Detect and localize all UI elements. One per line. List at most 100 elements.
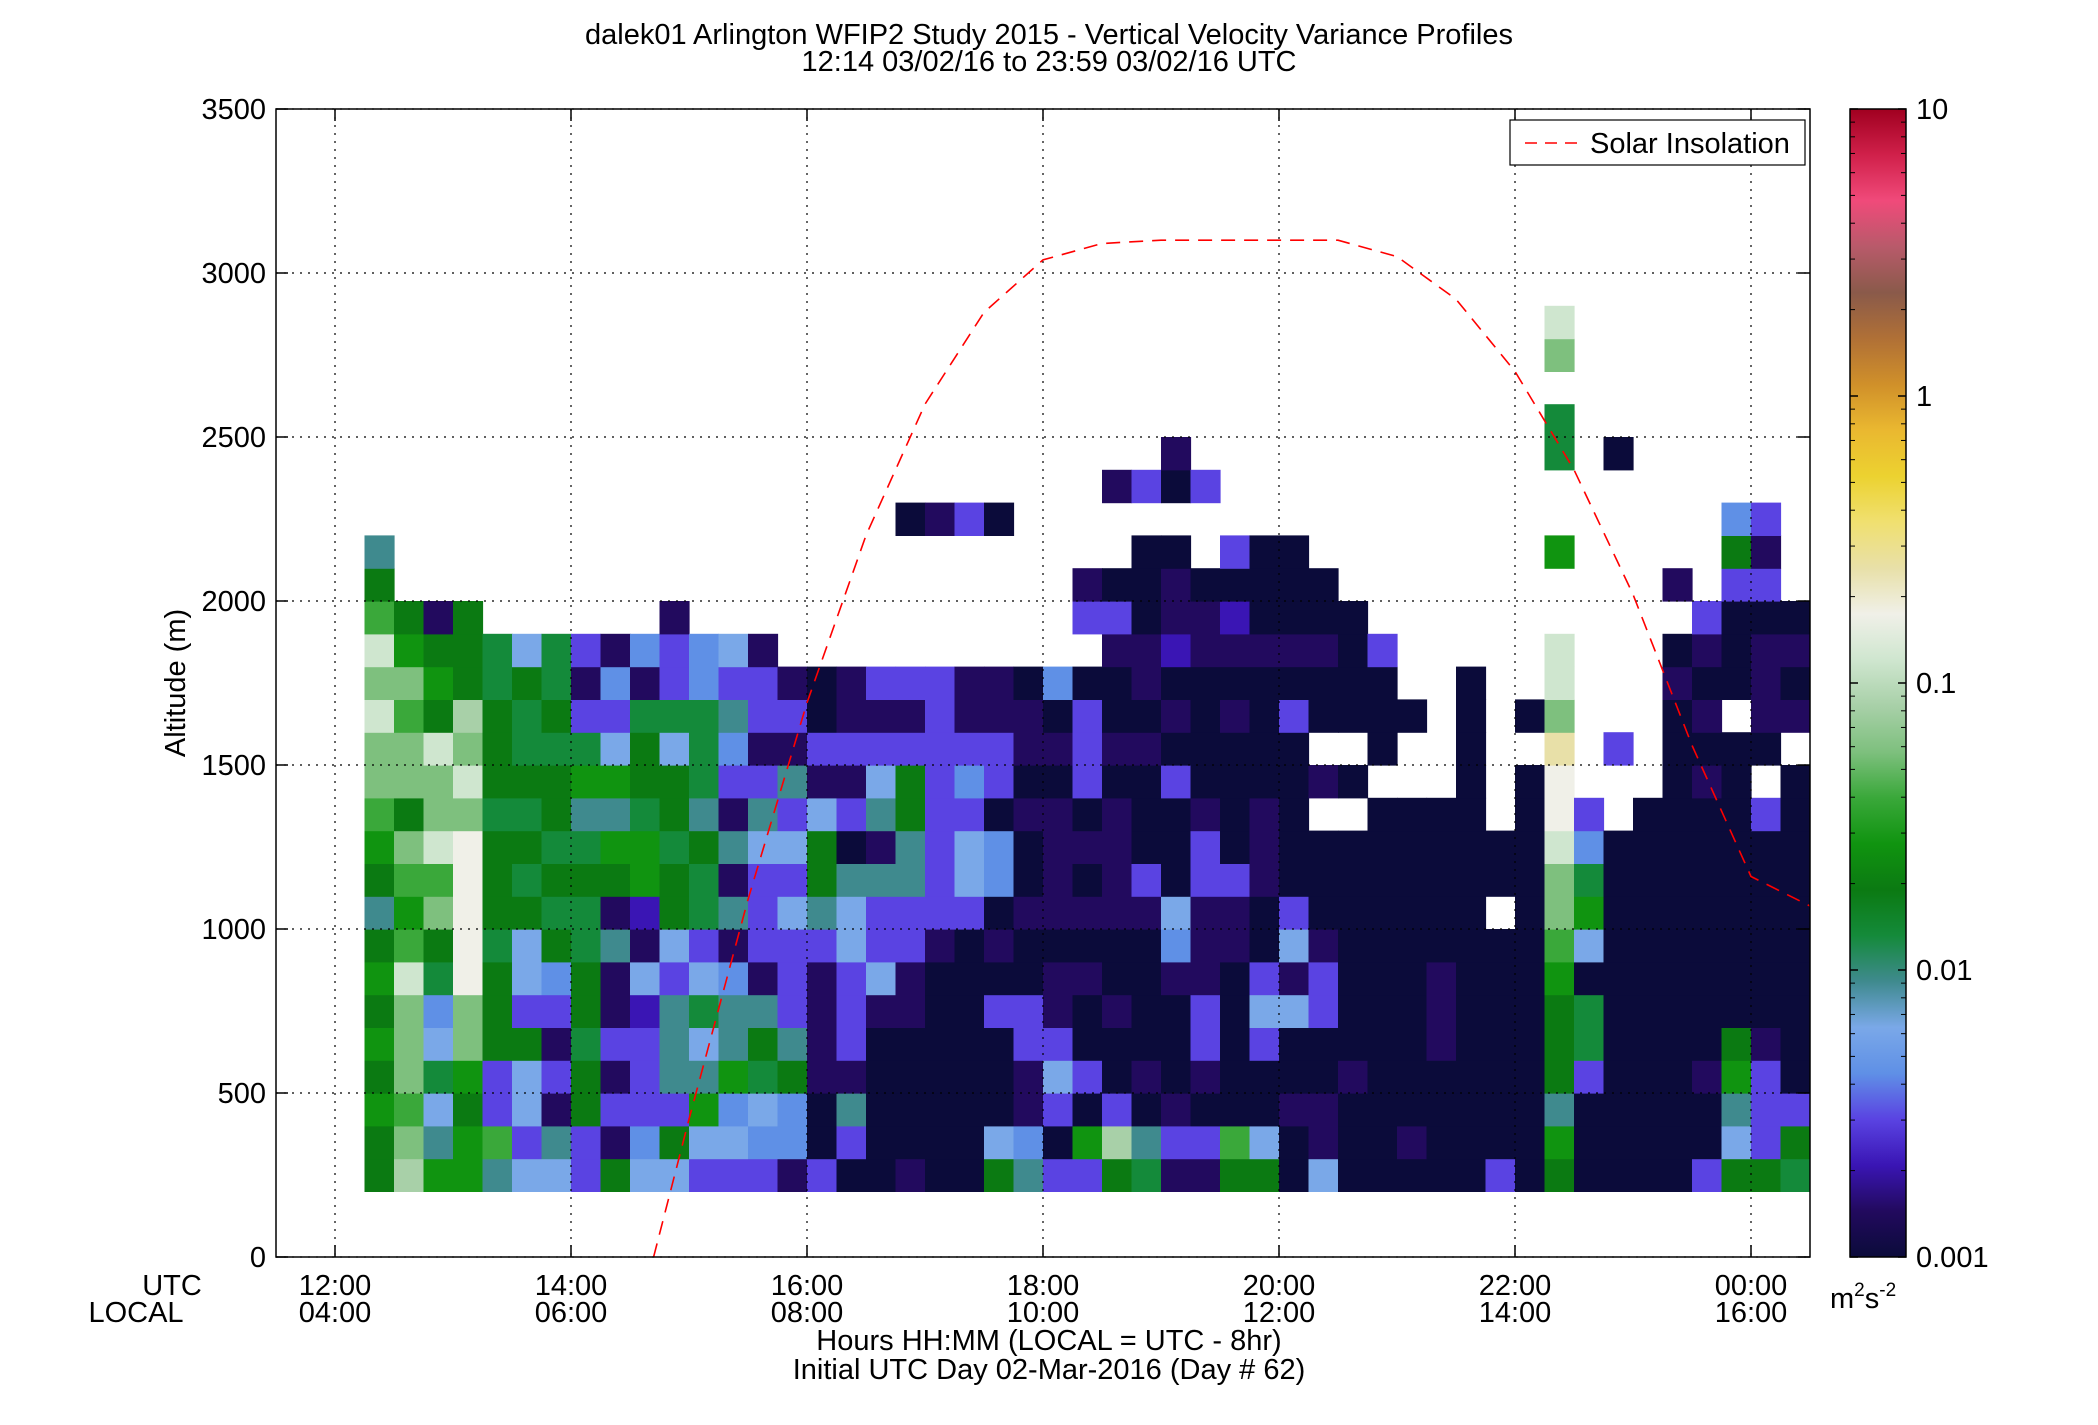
heatmap-cell	[1544, 1158, 1575, 1192]
heatmap-cell	[748, 896, 779, 930]
heatmap-cell	[1751, 863, 1782, 897]
heatmap-cell	[1131, 568, 1162, 602]
heatmap-cell	[1072, 797, 1103, 832]
heatmap-cell	[718, 1027, 749, 1061]
heatmap-cell	[1751, 535, 1782, 569]
heatmap-cell	[895, 1158, 926, 1192]
heatmap-cell	[482, 633, 513, 668]
heatmap-cell	[1662, 1093, 1693, 1127]
heatmap-cell	[1456, 961, 1487, 996]
heatmap-cell	[1544, 404, 1575, 438]
heatmap-cell	[1190, 633, 1221, 668]
heatmap-cell	[1131, 863, 1162, 897]
heatmap-cell	[1161, 1125, 1192, 1160]
heatmap-cell	[1603, 863, 1634, 897]
heatmap-cell	[1515, 994, 1546, 1028]
heatmap-cell	[541, 961, 572, 996]
heatmap-cell	[1013, 961, 1044, 996]
heatmap-cell	[1367, 863, 1398, 897]
heatmap-cell	[925, 1158, 956, 1192]
heatmap-cell	[718, 732, 749, 766]
heatmap-cell	[453, 797, 484, 832]
heatmap-cell	[777, 863, 808, 897]
heatmap-cell	[1515, 896, 1546, 930]
heatmap-cell	[394, 633, 425, 668]
heatmap-cell	[1161, 765, 1192, 799]
heatmap-cell	[1338, 929, 1369, 963]
heatmap-cell	[1603, 732, 1634, 766]
heatmap-cell	[954, 1125, 985, 1160]
heatmap-cell	[777, 1125, 808, 1160]
heatmap-cell	[1721, 601, 1752, 635]
heatmap-cell	[777, 1027, 808, 1061]
heatmap-cell	[482, 1158, 513, 1192]
heatmap-cell	[807, 1093, 838, 1127]
heatmap-cell	[1367, 830, 1398, 864]
heatmap-cell	[1397, 929, 1428, 963]
heatmap-cell	[659, 1027, 690, 1061]
heatmap-cell	[512, 830, 543, 864]
heatmap-cell	[1485, 961, 1516, 996]
heatmap-cell	[718, 797, 749, 832]
heatmap-cell	[600, 1060, 631, 1094]
heatmap-cell	[541, 1027, 572, 1061]
heatmap-cell	[1190, 863, 1221, 897]
heatmap-cell	[630, 797, 661, 832]
heatmap-cell	[600, 633, 631, 668]
heatmap-cell	[423, 1125, 454, 1160]
heatmap-cell	[984, 666, 1015, 700]
heatmap-cell	[1780, 929, 1810, 963]
heatmap-cell	[1249, 1125, 1280, 1160]
heatmap-cell	[1397, 797, 1428, 832]
heatmap-cell	[1485, 994, 1516, 1028]
heatmap-cell	[1308, 1125, 1339, 1160]
heatmap-cell	[1515, 961, 1546, 996]
heatmap-cell	[453, 896, 484, 930]
heatmap-cell	[1721, 666, 1752, 700]
heatmap-cell	[1810, 863, 1840, 896]
heatmap-cell	[1043, 1125, 1074, 1160]
heatmap-cell	[807, 929, 838, 963]
heatmap-cell	[1338, 765, 1369, 799]
heatmap-cell	[1692, 863, 1723, 897]
heatmap-cell	[1013, 929, 1044, 963]
heatmap-cell	[364, 1158, 395, 1192]
heatmap-cell	[748, 732, 779, 766]
heatmap-cell	[807, 830, 838, 864]
heatmap-cell	[1249, 732, 1280, 766]
heatmap-cell	[836, 863, 867, 897]
heatmap-cell	[1574, 1060, 1605, 1094]
heatmap-cell	[1161, 1158, 1192, 1192]
heatmap-cell	[1515, 830, 1546, 864]
heatmap-cell	[1662, 863, 1693, 897]
heatmap-cell	[394, 732, 425, 766]
heatmap-cell	[748, 1158, 779, 1192]
heatmap-cell	[394, 666, 425, 700]
heatmap-cell	[836, 929, 867, 963]
legend: Solar Insolation	[1509, 119, 1806, 166]
heatmap-cell	[453, 961, 484, 996]
heatmap-cell	[866, 1093, 897, 1127]
heatmap-cell	[1692, 633, 1723, 668]
heatmap-cell	[1279, 1060, 1310, 1094]
heatmap-cell	[748, 666, 779, 700]
heatmap-cell	[630, 994, 661, 1028]
heatmap-cell	[659, 765, 690, 799]
heatmap-cell	[1544, 1060, 1575, 1094]
heatmap-cell	[1131, 601, 1162, 635]
heatmap-cell	[1721, 535, 1752, 569]
heatmap-cell	[1161, 863, 1192, 897]
heatmap-cell	[1338, 863, 1369, 897]
x-tick-label-local: 10:00	[1007, 1297, 1080, 1329]
heatmap-cell	[718, 666, 749, 700]
heatmap-cell	[925, 994, 956, 1028]
heatmap-cell	[423, 929, 454, 963]
heatmap-cell	[1810, 1060, 1840, 1093]
heatmap-cell	[1072, 1158, 1103, 1192]
heatmap-cell	[630, 1158, 661, 1192]
y-axis-label: Altitude (m)	[160, 609, 192, 757]
heatmap-cell	[659, 1158, 690, 1192]
heatmap-cell	[1780, 830, 1810, 864]
heatmap-cell	[718, 994, 749, 1028]
heatmap-cell	[1013, 666, 1044, 700]
